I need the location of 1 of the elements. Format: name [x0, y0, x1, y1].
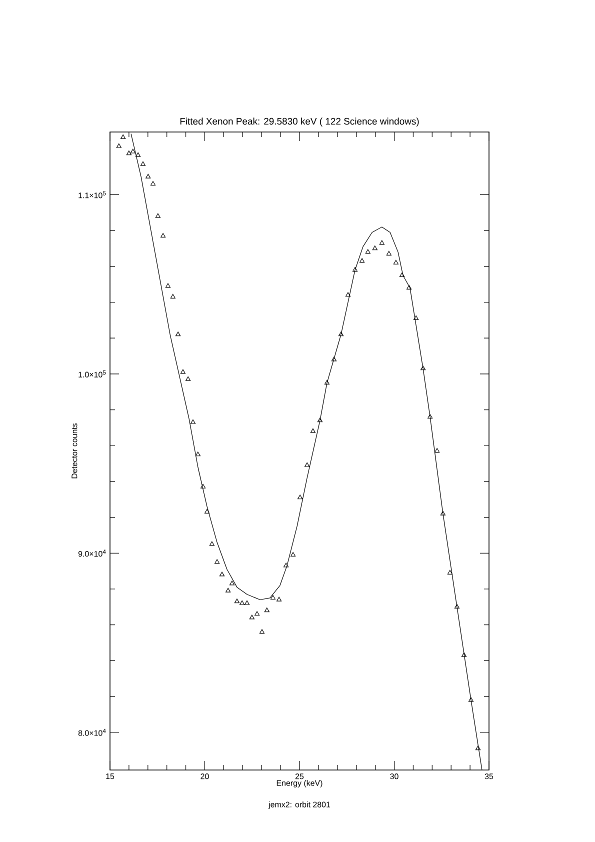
- chart-title: Fitted Xenon Peak: 29.5830 keV ( 122 Science windows): [180, 118, 419, 126]
